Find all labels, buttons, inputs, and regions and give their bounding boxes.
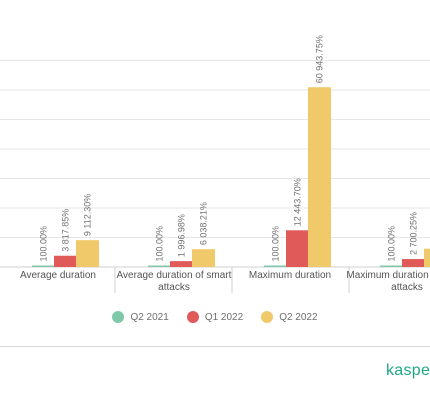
divider-line [0, 346, 430, 347]
data-label: 100.00% [387, 226, 397, 262]
legend: Q2 2021 Q1 2022 Q2 2022 [0, 308, 430, 326]
data-label: 12 443.70% [293, 178, 303, 226]
category-label-line: attacks [391, 282, 423, 293]
legend-swatch-q2-2021 [112, 311, 125, 323]
data-label: 100.00% [155, 226, 165, 262]
bar [170, 261, 193, 267]
legend-label-q2-2021: Q2 2021 [130, 311, 169, 323]
data-label: 100.00% [39, 226, 49, 262]
bar [286, 230, 309, 267]
data-label: 3 817.85% [61, 209, 71, 252]
legend-swatch-q2-2022 [261, 311, 274, 323]
legend-item-q1-2022[interactable]: Q1 2022 [186, 311, 244, 323]
bar [264, 265, 287, 267]
legend-item-q2-2021[interactable]: Q2 2021 [112, 311, 169, 323]
category-label-line: attacks [158, 282, 190, 293]
bar [148, 265, 171, 267]
category-label-line: Maximum duration of smart [346, 270, 430, 281]
data-label: 6 038.21% [199, 202, 209, 245]
bar [402, 259, 425, 267]
bar [380, 265, 403, 267]
data-label: 60 943.75% [315, 35, 325, 83]
data-label: 9 112.30% [83, 194, 93, 236]
category-label-line: Maximum duration [249, 270, 331, 281]
data-label: 2 700.25% [409, 212, 419, 255]
chart: 100.00% 100.00% 100.00% 100.00% 3 817.85% 1 9… [0, 35, 430, 293]
category-label-line: Average duration of smart [117, 270, 232, 281]
data-label: 1 996.98% [177, 214, 187, 257]
bar [192, 249, 215, 267]
bar [308, 87, 331, 267]
bar [32, 265, 55, 267]
bar [54, 255, 77, 267]
legend-item-q2-2022[interactable]: Q2 2022 [261, 311, 318, 323]
category-label-line: Average duration [20, 270, 96, 281]
data-label: 100.00% [271, 226, 281, 262]
bar [76, 240, 99, 267]
legend-label-q2-2022: Q2 2022 [279, 311, 318, 323]
bar [424, 248, 430, 267]
brand-logo: kasper [386, 362, 430, 379]
legend-label-q1-2022: Q1 2022 [204, 311, 244, 323]
legend-swatch-q1-2022 [186, 311, 199, 323]
